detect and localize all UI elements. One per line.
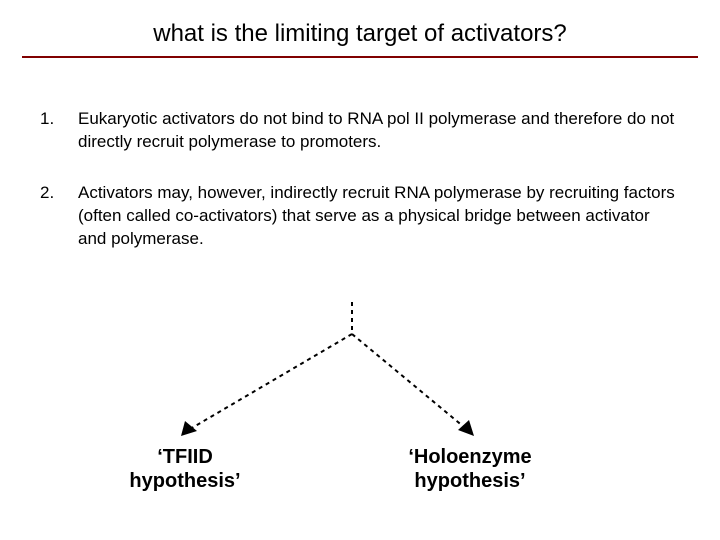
list-item: 2. Activators may, however, indirectly r…	[40, 182, 680, 251]
arrowhead-right-icon	[458, 420, 474, 436]
diagram-svg	[0, 300, 720, 520]
title-underline	[22, 56, 698, 58]
list-text: Activators may, however, indirectly recr…	[78, 182, 680, 251]
left-label-line1: ‘TFIID	[157, 446, 213, 468]
slide-title: what is the limiting target of activator…	[0, 0, 720, 56]
diagram-left-line	[185, 334, 352, 432]
numbered-list: 1. Eukaryotic activators do not bind to …	[40, 108, 680, 251]
right-label-line2: hypothesis’	[414, 470, 525, 492]
diagram-right-line	[352, 334, 470, 432]
right-hypothesis-label: ‘Holoenzyme hypothesis’	[390, 445, 550, 493]
list-text: Eukaryotic activators do not bind to RNA…	[78, 108, 680, 154]
list-item: 1. Eukaryotic activators do not bind to …	[40, 108, 680, 154]
right-label-line1: ‘Holoenzyme	[408, 446, 531, 468]
left-hypothesis-label: ‘TFIID hypothesis’	[115, 445, 255, 493]
left-label-line2: hypothesis’	[129, 470, 240, 492]
arrowhead-left-icon	[181, 421, 197, 436]
branching-diagram: ‘TFIID hypothesis’ ‘Holoenzyme hypothesi…	[0, 300, 720, 520]
list-number: 2.	[40, 182, 78, 251]
list-number: 1.	[40, 108, 78, 154]
